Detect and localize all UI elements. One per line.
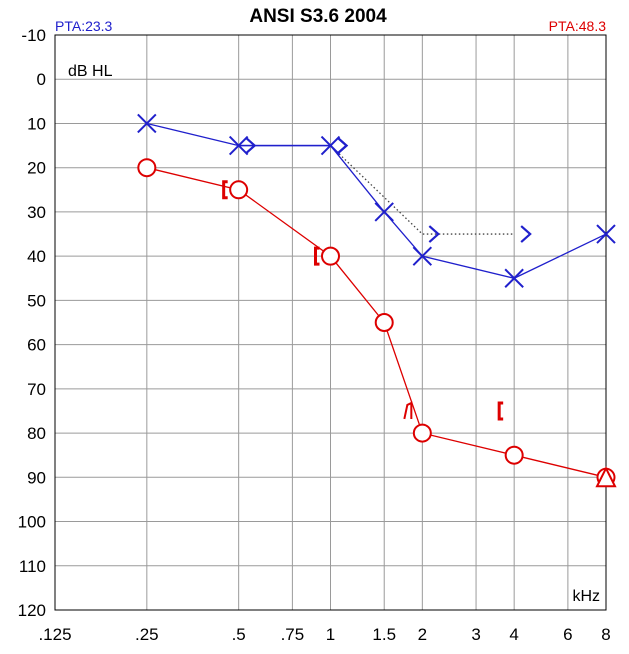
x-marker	[320, 135, 341, 156]
circle-marker	[504, 445, 524, 465]
x-marker	[504, 268, 524, 288]
series-line	[330, 145, 515, 235]
chart-title: ANSI S3.6 2004	[249, 6, 387, 27]
x-axis-label: kHz	[572, 588, 600, 605]
y-tick-label: 20	[27, 159, 46, 178]
x-marker	[412, 246, 433, 266]
x-tick-label: 2	[418, 625, 427, 644]
x-tick-label: 4	[509, 625, 518, 644]
x-tick-label: 8	[601, 625, 610, 644]
x-tick-label: .5	[232, 625, 246, 644]
horizontal-gridlines	[55, 34, 606, 611]
greater-than-marker	[428, 225, 440, 243]
circle-marker	[321, 246, 340, 266]
x-tick-label: .25	[135, 625, 159, 644]
x-tick-label: 1	[326, 625, 335, 644]
y-tick-label: 10	[27, 114, 46, 133]
circle-marker	[412, 423, 432, 443]
pta-right: PTA:48.3	[549, 18, 607, 34]
circle-marker	[374, 313, 394, 332]
x-marker	[596, 224, 616, 244]
plot-frame	[54, 34, 607, 611]
y-tick-label: 40	[27, 247, 46, 266]
x-tick-label: .125	[38, 625, 71, 644]
circle-marker	[137, 158, 157, 178]
x-marker	[228, 135, 249, 156]
greater-than-marker	[244, 136, 257, 155]
y-tick-label: 90	[27, 468, 46, 487]
y-tick-label: 120	[18, 601, 46, 620]
bracket-marker	[497, 401, 504, 421]
y-tick-label: 0	[37, 70, 46, 89]
y-tick-label: -10	[21, 26, 46, 45]
y-tick-label: 110	[19, 557, 46, 576]
greater-than-marker	[336, 136, 349, 155]
x-marker	[374, 202, 394, 222]
x-tick-label: 1.5	[372, 625, 396, 644]
series-markers	[137, 113, 617, 488]
greater-than-marker	[520, 225, 532, 243]
y-tick-label: 50	[27, 291, 46, 310]
y-tick-labels: -10 0 10 20 30 40 50 60 70 80 90 100 110 120	[18, 26, 46, 620]
triangle-marker	[595, 466, 617, 488]
x-tick-label: 3	[471, 625, 480, 644]
circle-marker	[229, 180, 249, 200]
x-tick-label: .75	[281, 625, 305, 644]
x-tick-label: 6	[563, 625, 572, 644]
x-marker	[137, 113, 157, 134]
pta-left: PTA:23.3	[55, 18, 113, 34]
x-tick-labels: .125 .25 .5 .75 1 1.5 2 3 4 6 8	[38, 625, 610, 644]
y-tick-label: 80	[27, 424, 46, 443]
hook-marker	[403, 401, 413, 420]
y-axis-label: dB HL	[68, 63, 113, 80]
y-tick-label: 100	[18, 513, 46, 532]
bracket-marker	[314, 246, 320, 266]
y-tick-label: 70	[27, 380, 46, 399]
bracket-marker	[222, 180, 228, 200]
y-tick-label: 30	[27, 203, 46, 222]
y-tick-label: 60	[27, 336, 46, 355]
